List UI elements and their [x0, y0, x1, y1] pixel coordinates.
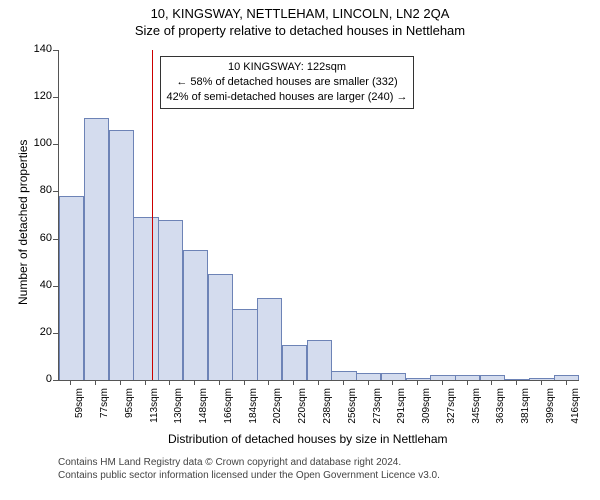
chart-title-desc: Size of property relative to detached ho… — [0, 21, 600, 38]
xtick-label: 130sqm — [173, 388, 184, 428]
histogram-bar — [331, 371, 356, 380]
histogram-bar — [455, 375, 480, 380]
xtick-mark — [70, 380, 71, 385]
xtick-mark — [516, 380, 517, 385]
xtick-mark — [392, 380, 393, 385]
histogram-bar — [307, 340, 332, 380]
attribution-text: Contains HM Land Registry data © Crown c… — [58, 456, 440, 482]
ytick-label: 140 — [22, 43, 52, 55]
xtick-mark — [491, 380, 492, 385]
xtick-mark — [169, 380, 170, 385]
histogram-bar — [232, 309, 257, 380]
xtick-label: 309sqm — [421, 388, 432, 428]
histogram-bar — [257, 298, 282, 381]
ytick-label: 0 — [22, 373, 52, 385]
ytick-label: 100 — [22, 137, 52, 149]
xtick-label: 256sqm — [347, 388, 358, 428]
histogram-bar — [529, 378, 554, 380]
xtick-label: 381sqm — [520, 388, 531, 428]
xtick-label: 113sqm — [149, 388, 160, 428]
histogram-bar — [59, 196, 84, 380]
xtick-label: 184sqm — [248, 388, 259, 428]
histogram-bar — [158, 220, 183, 380]
xtick-label: 345sqm — [471, 388, 482, 428]
xtick-label: 77sqm — [99, 388, 110, 428]
attribution-line1: Contains HM Land Registry data © Crown c… — [58, 456, 440, 469]
xtick-label: 148sqm — [198, 388, 209, 428]
reference-line — [152, 50, 153, 380]
attribution-line2: Contains public sector information licen… — [58, 469, 440, 482]
ytick-label: 20 — [22, 326, 52, 338]
xtick-mark — [541, 380, 542, 385]
xtick-mark — [293, 380, 294, 385]
histogram-bar — [183, 250, 208, 380]
xtick-mark — [318, 380, 319, 385]
xtick-mark — [343, 380, 344, 385]
xtick-label: 327sqm — [446, 388, 457, 428]
xtick-mark — [467, 380, 468, 385]
histogram-bar — [406, 378, 431, 380]
ytick-mark — [53, 50, 58, 51]
ytick-mark — [53, 333, 58, 334]
histogram-bar — [356, 373, 381, 380]
xtick-mark — [368, 380, 369, 385]
annotation-line1: 10 KINGSWAY: 122sqm — [167, 60, 408, 75]
xtick-label: 416sqm — [570, 388, 581, 428]
x-axis-label: Distribution of detached houses by size … — [168, 432, 448, 446]
xtick-mark — [417, 380, 418, 385]
ytick-label: 120 — [22, 90, 52, 102]
annotation-line2: ← 58% of detached houses are smaller (33… — [167, 75, 408, 90]
xtick-label: 273sqm — [372, 388, 383, 428]
ytick-label: 60 — [22, 232, 52, 244]
ytick-label: 40 — [22, 279, 52, 291]
xtick-label: 363sqm — [495, 388, 506, 428]
xtick-mark — [442, 380, 443, 385]
xtick-label: 95sqm — [124, 388, 135, 428]
xtick-mark — [194, 380, 195, 385]
histogram-bar — [109, 130, 134, 380]
xtick-label: 202sqm — [272, 388, 283, 428]
annotation-line3: 42% of semi-detached houses are larger (… — [167, 90, 408, 105]
histogram-bar — [505, 379, 530, 380]
ytick-mark — [53, 144, 58, 145]
xtick-mark — [145, 380, 146, 385]
xtick-mark — [268, 380, 269, 385]
plot-area: 10 KINGSWAY: 122sqm← 58% of detached hou… — [58, 50, 579, 381]
xtick-label: 220sqm — [297, 388, 308, 428]
chart-title-address: 10, KINGSWAY, NETTLEHAM, LINCOLN, LN2 2Q… — [0, 0, 600, 21]
xtick-label: 166sqm — [223, 388, 234, 428]
histogram-bar — [84, 118, 109, 380]
histogram-bar — [282, 345, 307, 380]
ytick-mark — [53, 239, 58, 240]
xtick-mark — [219, 380, 220, 385]
xtick-mark — [244, 380, 245, 385]
ytick-mark — [53, 97, 58, 98]
xtick-label: 399sqm — [545, 388, 556, 428]
xtick-label: 238sqm — [322, 388, 333, 428]
xtick-label: 291sqm — [396, 388, 407, 428]
ytick-mark — [53, 380, 58, 381]
xtick-label: 59sqm — [74, 388, 85, 428]
histogram-bar — [554, 375, 579, 380]
histogram-bar — [208, 274, 233, 380]
histogram-bar — [133, 217, 158, 380]
histogram-bar — [381, 373, 406, 380]
xtick-mark — [95, 380, 96, 385]
ytick-label: 80 — [22, 184, 52, 196]
xtick-mark — [120, 380, 121, 385]
histogram-bar — [430, 375, 455, 380]
xtick-mark — [566, 380, 567, 385]
ytick-mark — [53, 191, 58, 192]
annotation-box: 10 KINGSWAY: 122sqm← 58% of detached hou… — [160, 56, 415, 109]
histogram-bar — [480, 375, 505, 380]
ytick-mark — [53, 286, 58, 287]
